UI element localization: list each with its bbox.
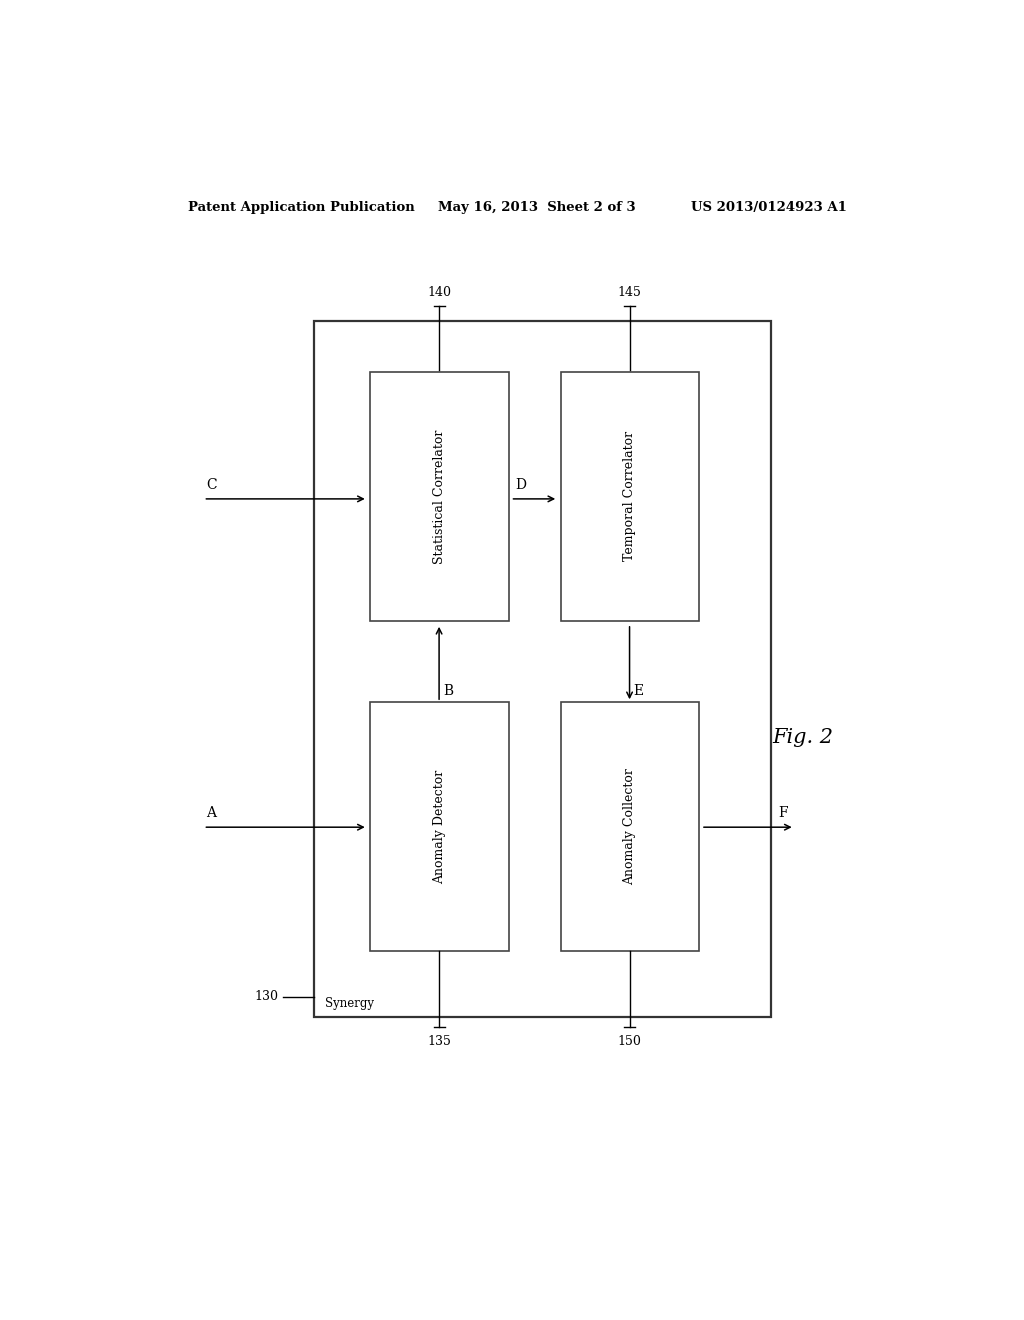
Text: C: C <box>206 478 216 492</box>
Text: A: A <box>206 807 216 820</box>
Text: Statistical Correlator: Statistical Correlator <box>433 429 446 564</box>
Text: May 16, 2013  Sheet 2 of 3: May 16, 2013 Sheet 2 of 3 <box>437 201 635 214</box>
Bar <box>560 372 699 620</box>
Text: 150: 150 <box>617 1035 641 1048</box>
Text: Synergy: Synergy <box>325 997 374 1010</box>
Text: US 2013/0124923 A1: US 2013/0124923 A1 <box>691 201 847 214</box>
Text: Anomaly Detector: Anomaly Detector <box>433 770 446 884</box>
Text: D: D <box>515 478 526 492</box>
Bar <box>370 702 509 952</box>
Text: 140: 140 <box>427 285 452 298</box>
Bar <box>370 372 509 620</box>
Bar <box>560 702 699 952</box>
Text: B: B <box>443 684 454 698</box>
Text: Anomaly Collector: Anomaly Collector <box>624 768 637 886</box>
Text: 135: 135 <box>427 1035 451 1048</box>
Text: Patent Application Publication: Patent Application Publication <box>187 201 415 214</box>
Text: E: E <box>634 684 644 698</box>
Text: F: F <box>778 807 788 820</box>
Text: Temporal Correlator: Temporal Correlator <box>624 432 637 561</box>
Text: 130: 130 <box>255 990 279 1003</box>
Text: 145: 145 <box>617 285 641 298</box>
Text: Fig. 2: Fig. 2 <box>772 729 834 747</box>
Bar <box>314 321 771 1018</box>
